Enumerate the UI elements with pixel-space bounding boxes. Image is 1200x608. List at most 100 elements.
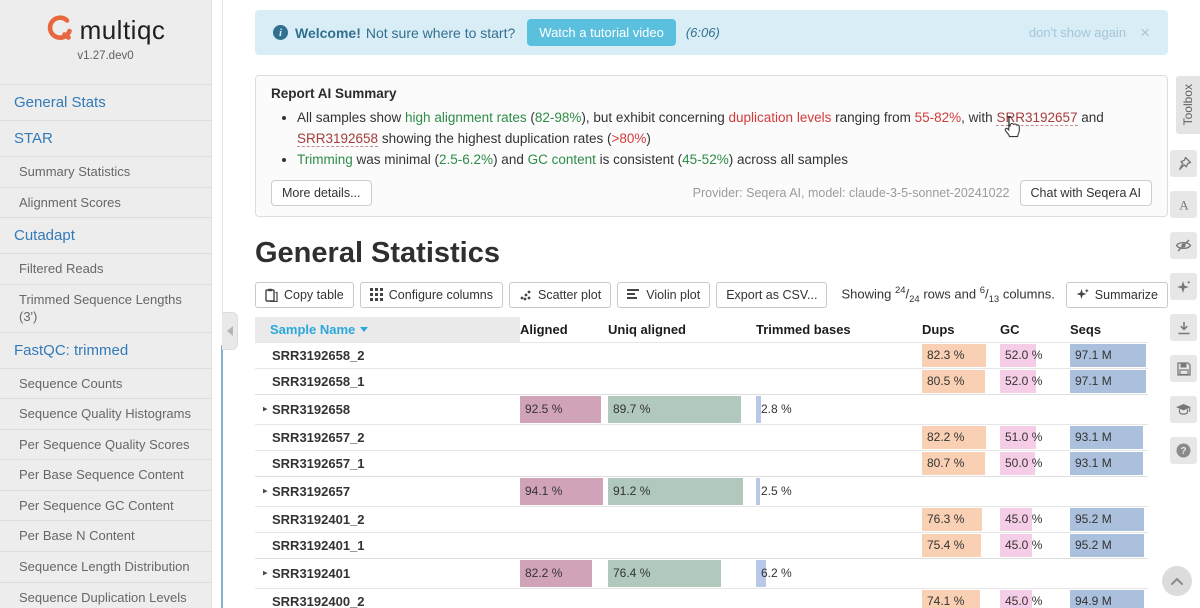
- scroll-to-top-button[interactable]: [1162, 566, 1192, 596]
- table-toolbar: Copy table Configure columns Scatter plo…: [255, 281, 1168, 308]
- sample-name: SRR3192401_2: [272, 511, 365, 527]
- gc-bar: [1000, 369, 1037, 393]
- dups-cell: 75.4 %: [922, 533, 1000, 558]
- dont-show-again-link[interactable]: don't show again: [1028, 25, 1127, 40]
- hide-samples-icon[interactable]: [1170, 232, 1197, 259]
- column-header-gc[interactable]: GC: [1000, 321, 1020, 337]
- sidebar-item-cutadapt[interactable]: Cutadapt: [0, 218, 211, 255]
- expand-caret-icon[interactable]: ▸: [263, 403, 268, 414]
- gc-cell: 52.0 %: [1000, 369, 1070, 394]
- sidebar-item-filtered-reads[interactable]: Filtered Reads: [0, 254, 211, 285]
- column-header-sample-name[interactable]: Sample Name: [255, 316, 520, 342]
- sidebar-item-alignment-scores[interactable]: Alignment Scores: [0, 188, 211, 219]
- sample-name-cell[interactable]: SRR3192401_2: [255, 507, 520, 532]
- configure-columns-button[interactable]: Configure columns: [359, 281, 503, 308]
- seqs-value: 97.1 M: [1075, 373, 1112, 388]
- ai-provider-label: Provider: Seqera AI, model: claude-3-5-s…: [692, 185, 1010, 200]
- sidebar-item-summary-statistics[interactable]: Summary Statistics: [0, 157, 211, 188]
- expand-caret-icon[interactable]: ▸: [263, 567, 268, 578]
- download-icon[interactable]: [1170, 314, 1197, 341]
- more-details-button[interactable]: More details...: [271, 179, 372, 206]
- ai-text-segment: All samples show: [297, 110, 406, 125]
- export-csv-button[interactable]: Export as CSV...: [716, 281, 828, 308]
- gc-cell: 51.0 %: [1000, 425, 1070, 450]
- ai-sparkle-icon[interactable]: [1170, 273, 1197, 300]
- sidebar-item-trimmed-sequence-lengths-3-[interactable]: Trimmed Sequence Lengths (3'): [0, 285, 211, 333]
- sidebar-item-sequence-counts[interactable]: Sequence Counts: [0, 369, 211, 400]
- violin-plot-button[interactable]: Violin plot: [617, 281, 711, 308]
- column-header-trimmed-bases[interactable]: Trimmed bases: [756, 321, 851, 337]
- sample-name-cell[interactable]: SRR3192401_1: [255, 533, 520, 558]
- ai-text-segment: is consistent (: [595, 151, 683, 167]
- sidebar-item-sequence-length-distribution[interactable]: Sequence Length Distribution: [0, 552, 211, 583]
- column-header-aligned[interactable]: Aligned: [520, 321, 568, 337]
- seqs-value: 97.1 M: [1075, 347, 1112, 362]
- sidebar-item-per-base-sequence-content[interactable]: Per Base Sequence Content: [0, 460, 211, 491]
- sidebar-item-per-base-n-content[interactable]: Per Base N Content: [0, 521, 211, 553]
- sidebar-item-per-sequence-quality-scores[interactable]: Per Sequence Quality Scores: [0, 430, 211, 461]
- close-icon[interactable]: ×: [1140, 23, 1150, 42]
- pin-icon[interactable]: [1170, 150, 1197, 177]
- sidebar-item-general-stats[interactable]: General Stats: [0, 85, 211, 121]
- sample-name-cell[interactable]: SRR3192657_1: [255, 451, 520, 476]
- sidebar-item-star[interactable]: STAR: [0, 121, 211, 157]
- uniq-cell: [608, 451, 756, 476]
- sidebar-item-sequence-quality-histograms[interactable]: Sequence Quality Histograms: [0, 399, 211, 430]
- toolbox-icon-bar: A ?: [1170, 150, 1197, 464]
- chevron-up-icon: [1171, 577, 1183, 585]
- ai-summary-panel: Report AI Summary All samples show high …: [255, 75, 1168, 217]
- scatter-plot-button[interactable]: Scatter plot: [508, 281, 612, 308]
- sample-name-cell[interactable]: ▸ SRR3192401: [255, 559, 520, 588]
- toolbox-tab[interactable]: Toolbox: [1176, 76, 1200, 134]
- summarize-button[interactable]: Summarize: [1065, 281, 1168, 308]
- tutorial-icon[interactable]: [1170, 396, 1197, 423]
- multiqc-logo-icon: [46, 14, 74, 47]
- uniq-cell: 91.2 %: [608, 477, 756, 506]
- sidebar-scrollbar[interactable]: [221, 345, 223, 608]
- sample-name-cell[interactable]: SRR3192657_2: [255, 425, 520, 450]
- sample-name-cell[interactable]: ▸ SRR3192657: [255, 477, 520, 506]
- sample-name-cell[interactable]: SRR3192400_2: [255, 589, 520, 608]
- sidebar-item-per-sequence-gc-content[interactable]: Per Sequence GC Content: [0, 491, 211, 522]
- save-icon[interactable]: [1170, 355, 1197, 382]
- ai-text-segment: ) and: [493, 151, 528, 167]
- rows-total: 24: [909, 293, 920, 305]
- sample-link[interactable]: SRR3192657: [996, 110, 1078, 126]
- sample-name-cell[interactable]: SRR3192658_2: [255, 343, 520, 368]
- sidebar-item-sequence-duplication-levels[interactable]: Sequence Duplication Levels: [0, 583, 211, 608]
- chat-with-seqera-button[interactable]: Chat with Seqera AI: [1019, 179, 1152, 206]
- ai-text-segment: ): [646, 130, 651, 146]
- expand-caret-icon[interactable]: ▸: [263, 485, 268, 496]
- column-header-dups[interactable]: Dups: [922, 321, 955, 337]
- ai-text-segment: 82-98%: [534, 110, 582, 125]
- column-header-seqs[interactable]: Seqs: [1070, 321, 1102, 337]
- trimmed-value: 6.2 %: [761, 565, 792, 580]
- ai-text-segment: >80%: [611, 130, 647, 146]
- seqs-bar: [1070, 589, 1145, 608]
- ai-bullet-list: All samples show high alignment rates (8…: [297, 108, 1152, 171]
- seqs-value: 93.1 M: [1075, 429, 1112, 444]
- watch-tutorial-button[interactable]: Watch a tutorial video: [527, 19, 676, 46]
- help-icon[interactable]: ?: [1170, 437, 1197, 464]
- gc-value: 45.0 %: [1005, 537, 1043, 552]
- sample-name-cell[interactable]: SRR3192658_1: [255, 369, 520, 394]
- table-row: ▸ SRR3192657 94.1 % 91.2 % 2.5 %: [255, 475, 1148, 506]
- copy-table-button[interactable]: Copy table: [255, 281, 354, 308]
- sample-link[interactable]: SRR3192658: [297, 130, 379, 147]
- trimmed-cell: [756, 369, 922, 394]
- ai-text-segment: 45-52%: [682, 151, 729, 167]
- column-header-uniq-aligned[interactable]: Uniq aligned: [608, 321, 686, 337]
- ai-text-segment: ), but exhibit concerning: [581, 110, 729, 125]
- sidebar-collapse-button[interactable]: [222, 312, 238, 350]
- sample-name: SRR3192658_1: [272, 373, 365, 389]
- sidebar-item-fastqc-trimmed[interactable]: FastQC: trimmed: [0, 333, 211, 369]
- dups-cell: [922, 395, 1000, 424]
- ai-text-segment: duplication levels: [728, 110, 832, 125]
- table-row: SRR3192400_2 74.1 % 45.0 % 94.9 M: [255, 587, 1148, 608]
- seqs-value: 95.2 M: [1075, 537, 1112, 552]
- logo-wordmark: multiqc: [79, 15, 166, 45]
- rows-shown: 24: [894, 284, 906, 296]
- sample-name-cell[interactable]: ▸ SRR3192658: [255, 395, 520, 424]
- dups-cell: 80.5 %: [922, 369, 1000, 394]
- highlight-text-icon[interactable]: A: [1170, 191, 1197, 218]
